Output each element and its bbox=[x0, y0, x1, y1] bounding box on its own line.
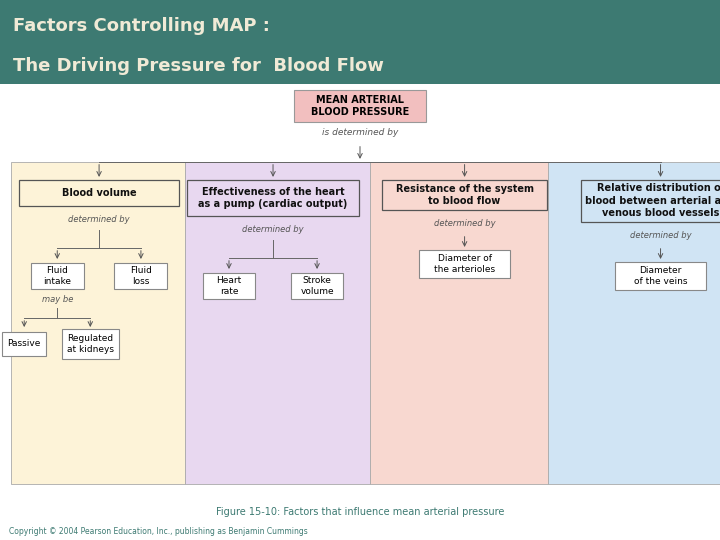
Text: Stroke
volume: Stroke volume bbox=[300, 276, 334, 296]
Text: Regulated
at kidneys: Regulated at kidneys bbox=[67, 334, 114, 354]
FancyBboxPatch shape bbox=[548, 162, 720, 484]
Text: Copyright © 2004 Pearson Education, Inc., publishing as Benjamin Cummings: Copyright © 2004 Pearson Education, Inc.… bbox=[9, 528, 307, 536]
Text: Fluid
loss: Fluid loss bbox=[130, 266, 152, 286]
FancyBboxPatch shape bbox=[185, 162, 370, 484]
Text: determined by: determined by bbox=[630, 231, 691, 240]
Text: Passive: Passive bbox=[7, 340, 41, 348]
FancyBboxPatch shape bbox=[291, 273, 343, 299]
FancyBboxPatch shape bbox=[187, 180, 359, 216]
FancyBboxPatch shape bbox=[114, 263, 167, 289]
Text: Diameter of
the arterioles: Diameter of the arterioles bbox=[434, 254, 495, 274]
Text: Diameter
of the veins: Diameter of the veins bbox=[634, 266, 688, 286]
Text: The Driving Pressure for  Blood Flow: The Driving Pressure for Blood Flow bbox=[13, 57, 384, 75]
FancyBboxPatch shape bbox=[31, 263, 84, 289]
FancyBboxPatch shape bbox=[420, 250, 510, 278]
Text: Heart
rate: Heart rate bbox=[217, 276, 242, 296]
FancyBboxPatch shape bbox=[616, 262, 706, 290]
Text: determined by: determined by bbox=[68, 215, 130, 224]
FancyBboxPatch shape bbox=[382, 180, 547, 210]
Text: is determined by: is determined by bbox=[322, 128, 398, 137]
Text: Resistance of the system
to blood flow: Resistance of the system to blood flow bbox=[395, 184, 534, 206]
Text: Relative distribution of
blood between arterial and
venous blood vessels: Relative distribution of blood between a… bbox=[585, 184, 720, 218]
FancyBboxPatch shape bbox=[11, 162, 185, 484]
Text: determined by: determined by bbox=[433, 219, 495, 228]
FancyBboxPatch shape bbox=[294, 90, 426, 122]
Text: MEAN ARTERIAL
BLOOD PRESSURE: MEAN ARTERIAL BLOOD PRESSURE bbox=[311, 94, 409, 117]
Text: Fluid
intake: Fluid intake bbox=[43, 266, 71, 286]
Text: determined by: determined by bbox=[242, 225, 304, 234]
FancyBboxPatch shape bbox=[19, 180, 179, 206]
FancyBboxPatch shape bbox=[2, 332, 46, 356]
Text: Effectiveness of the heart
as a pump (cardiac output): Effectiveness of the heart as a pump (ca… bbox=[198, 187, 348, 209]
Text: Blood volume: Blood volume bbox=[62, 188, 136, 198]
FancyBboxPatch shape bbox=[62, 329, 119, 359]
Text: Factors Controlling MAP :: Factors Controlling MAP : bbox=[13, 17, 270, 35]
FancyBboxPatch shape bbox=[202, 273, 256, 299]
Text: may be: may be bbox=[42, 295, 73, 305]
FancyBboxPatch shape bbox=[581, 180, 720, 222]
FancyBboxPatch shape bbox=[370, 162, 548, 484]
Text: Figure 15-10: Factors that influence mean arterial pressure: Figure 15-10: Factors that influence mea… bbox=[216, 507, 504, 517]
